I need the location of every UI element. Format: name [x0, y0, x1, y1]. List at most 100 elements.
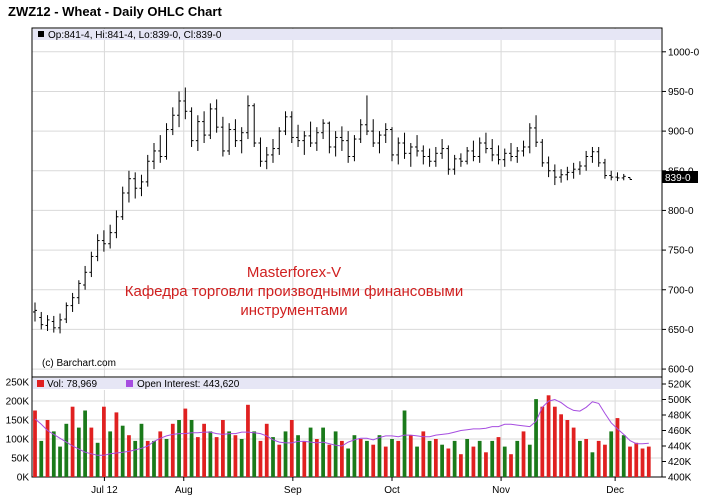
ohlc-bar — [227, 123, 232, 155]
ohlc-bar — [101, 230, 106, 252]
volume-bar — [139, 423, 144, 477]
ohlc-bar — [446, 145, 451, 175]
ohlc-bar — [289, 111, 294, 144]
volume-bar — [383, 446, 388, 477]
ohlc-bar — [534, 115, 539, 147]
volume-bar — [396, 440, 401, 477]
volume-bar — [584, 439, 589, 477]
volume-axis-left: 250K 200K 150K 100K 50K 0K — [6, 378, 30, 484]
volume-tick-label: 150K — [6, 416, 30, 427]
ohlc-bar — [502, 148, 507, 167]
volume-bar — [646, 446, 651, 477]
ohlc-bar — [584, 150, 589, 171]
ohlc-bar — [95, 234, 100, 262]
ohlc-bar — [64, 302, 69, 324]
date-tick-label: Dec — [606, 485, 624, 496]
ohlc-bar — [421, 145, 426, 165]
volume-bar — [590, 452, 595, 477]
price-axis: 1000-0950-0900-0850-0800-0750-0700-0650-… — [662, 47, 700, 376]
volume-bar — [346, 448, 351, 477]
volume-bar — [402, 410, 407, 477]
ohlc-bar — [390, 127, 394, 162]
ohlc-bar — [264, 146, 269, 170]
legend-swatch — [38, 31, 44, 37]
last-price-box — [662, 171, 698, 183]
ohlc-bar — [515, 146, 520, 163]
price-legend-text: Op:841-4, Hi:841-4, Lo:839-0, Cl:839-0 — [48, 30, 222, 41]
ohlc-bar — [170, 107, 175, 136]
volume-bar — [302, 440, 307, 477]
volume-bar — [509, 454, 513, 477]
price-tick-label: 1000-0 — [668, 47, 700, 58]
volume-bar — [152, 440, 156, 477]
volume-bar — [521, 431, 526, 477]
volume-bar — [246, 404, 250, 477]
ohlc-bar — [76, 280, 81, 305]
ohlc-bar — [114, 210, 119, 239]
ohlc-bar — [383, 123, 388, 144]
volume-bar — [64, 423, 69, 477]
ohlc-bar — [602, 158, 607, 179]
ohlc-bar — [220, 116, 225, 157]
volume-bar — [527, 444, 532, 477]
open-interest-tick-label: 500K — [668, 395, 692, 406]
ohlc-bar — [458, 153, 463, 167]
volume-tick-label: 100K — [6, 435, 30, 446]
ohlc-bar — [252, 103, 257, 147]
volume-bar — [51, 431, 56, 477]
date-tick-label: Jul 12 — [91, 485, 118, 496]
open-interest-tick-label: 440K — [668, 442, 692, 453]
volume-tick-label: 0K — [17, 473, 30, 484]
volume-tick-label: 50K — [11, 454, 29, 465]
watermark-line-1: Masterforex-V — [247, 264, 341, 281]
ohlc-bar — [208, 103, 213, 140]
ohlc-bar — [559, 169, 564, 183]
ohlc-bar — [615, 172, 620, 182]
ohlc-bar — [51, 315, 56, 333]
volume-bar — [609, 431, 614, 477]
ohlc-bar — [327, 121, 332, 154]
volume-bar — [371, 444, 376, 477]
open-interest-legend-swatch — [126, 380, 133, 387]
volume-bar — [208, 431, 213, 477]
volume-legend — [33, 378, 661, 389]
ohlc-bar — [427, 148, 432, 167]
volume-bar — [559, 414, 563, 477]
volume-bar — [170, 423, 175, 477]
open-interest-axis: 520K 500K 480K 460K 440K 420K 400K — [662, 380, 692, 484]
price-tick-label: 950-0 — [668, 87, 694, 98]
volume-bar — [433, 439, 438, 477]
volume-bar — [102, 406, 106, 477]
volume-bar — [496, 437, 501, 477]
ohlc-bar — [552, 164, 557, 186]
volume-bar — [133, 440, 138, 477]
ohlc-bar — [565, 166, 570, 181]
ohlc-bar — [245, 95, 250, 140]
ohlc-bar — [521, 140, 526, 157]
volume-bar — [552, 406, 557, 477]
price-grid — [32, 28, 662, 477]
ohlc-bar — [496, 145, 501, 165]
volume-bar — [33, 410, 37, 477]
volume-series — [33, 395, 651, 477]
ohlc-bar — [314, 127, 319, 151]
volume-bar — [452, 440, 457, 477]
watermark-line-3: инструментами — [240, 302, 347, 319]
volume-bar — [227, 431, 232, 477]
volume-bar — [477, 440, 482, 477]
ohlc-bar — [590, 146, 595, 163]
date-tick-label: Aug — [175, 485, 193, 496]
ohlc-bar — [70, 292, 75, 312]
volume-bar — [120, 425, 125, 477]
ohlc-bar — [177, 91, 182, 128]
volume-bar — [58, 446, 62, 477]
ohlc-bar — [271, 139, 275, 163]
open-interest-line — [34, 398, 649, 456]
ohlc-bar — [509, 143, 513, 162]
volume-tick-label: 200K — [6, 397, 30, 408]
last-price-label: 839-0 — [665, 173, 691, 184]
volume-bar — [502, 446, 507, 477]
ohlc-bar — [346, 131, 351, 163]
ohlc-bar — [609, 170, 614, 181]
